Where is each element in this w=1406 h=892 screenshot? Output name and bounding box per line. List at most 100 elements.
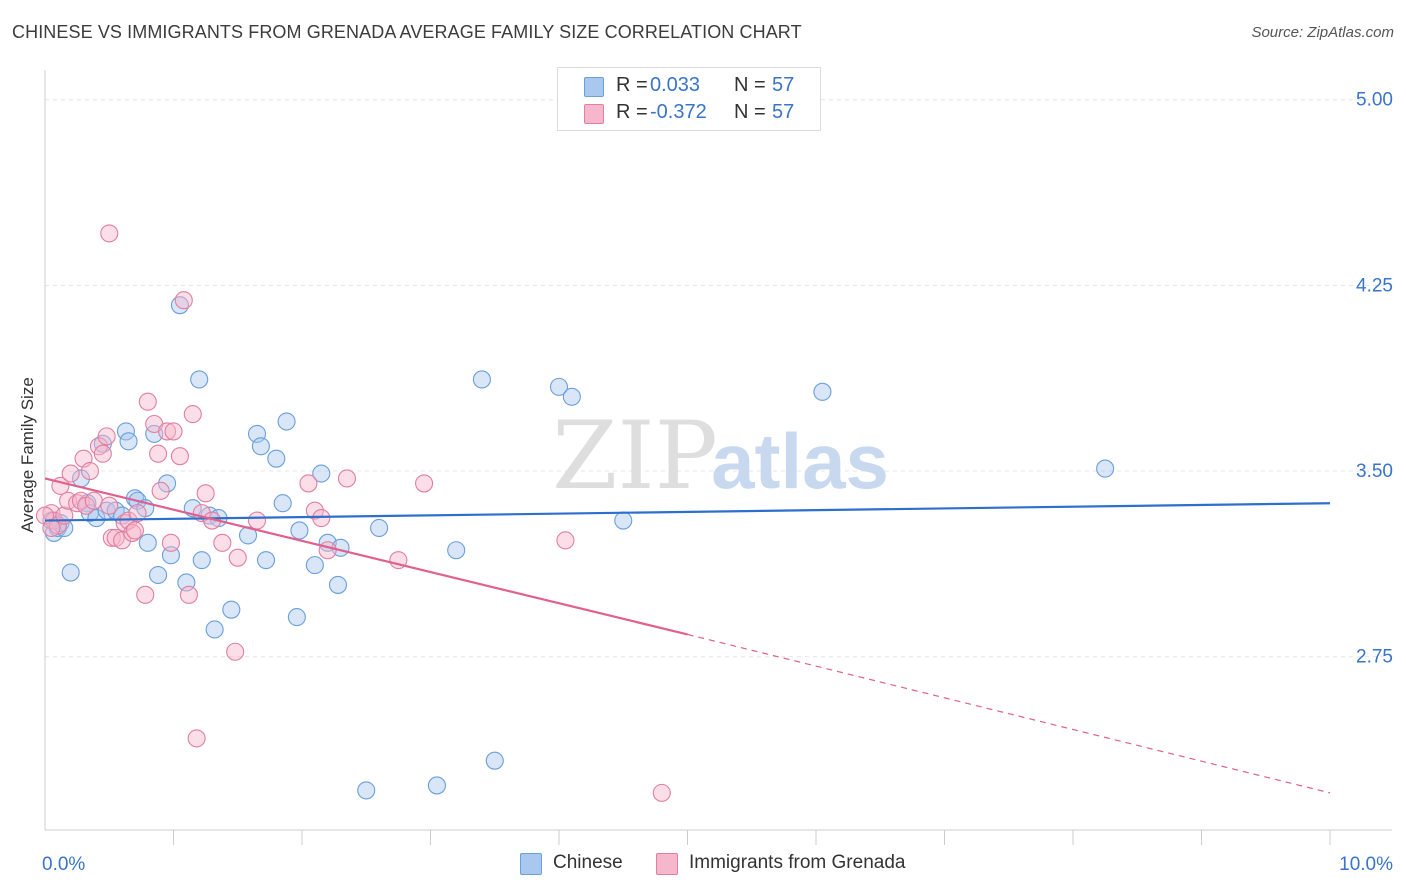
grenada-point [213, 533, 232, 552]
chinese-point [267, 449, 286, 468]
grenada-point [113, 531, 132, 550]
y-axis-label: Average Family Size [18, 377, 37, 533]
grenada-point [100, 224, 119, 243]
grenada-point [415, 474, 434, 493]
y-tick-label: 5.00 [1356, 90, 1393, 111]
chinese-point [287, 608, 306, 627]
chinese-point [485, 751, 504, 770]
gridlines [45, 99, 1392, 658]
chinese-point [357, 781, 376, 800]
legend-r-label: R = [616, 101, 648, 123]
grenada-point [299, 474, 318, 493]
grenada-trend-extension [687, 633, 1331, 794]
watermark-zip: ZIP [552, 402, 718, 511]
chinese-point [61, 563, 80, 582]
grenada-point [170, 447, 189, 466]
x-tick-label: 10.0% [1339, 854, 1393, 875]
legend-row-chinese: R = 0.033 N = 57 [558, 74, 820, 100]
watermark: ZIP atlas [552, 402, 889, 511]
legend-r-label: R = [616, 74, 648, 96]
chinese-point [312, 464, 331, 483]
chinese-point [222, 600, 241, 619]
chinese-point [256, 551, 276, 570]
legend-row-grenada: R = -0.372 N = 57 [558, 101, 820, 127]
chinese-point [119, 432, 138, 451]
grenada-point [125, 521, 144, 540]
grenada-point [80, 461, 100, 481]
series-chinese-points [42, 296, 1115, 800]
grenada-point [93, 444, 112, 463]
chinese-point [138, 533, 157, 552]
tick-labels: 5.00 4.25 3.50 2.75 0.0% 10.0% [42, 90, 1393, 875]
chinese-point [305, 556, 324, 575]
legend-n-value: 57 [772, 74, 795, 96]
legend-n-label: N = [734, 74, 766, 96]
legend-swatch-chinese [520, 853, 542, 875]
legend-swatch-grenada [656, 853, 678, 875]
y-tick-label: 3.50 [1356, 461, 1393, 482]
chinese-point [277, 412, 296, 431]
grenada-point [42, 518, 61, 538]
chinese-point [614, 511, 633, 530]
chinese-point [158, 474, 177, 493]
grenada-point [164, 422, 183, 441]
chart-title: CHINESE VS IMMIGRANTS FROM GRENADA AVERA… [12, 22, 802, 42]
chinese-point [161, 546, 180, 565]
grenada-point [161, 533, 180, 552]
chinese-point [273, 494, 292, 513]
watermark-atlas: atlas [711, 417, 889, 505]
legend-label-grenada: Immigrants from Grenada [689, 852, 906, 873]
y-tick-label: 2.75 [1356, 647, 1393, 668]
grenada-point [228, 548, 247, 567]
grenada-point [136, 585, 155, 604]
chinese-point [562, 387, 581, 406]
legend-n-label: N = [734, 101, 766, 123]
grenada-point [71, 491, 91, 510]
grenada-point [312, 509, 331, 528]
chinese-point [472, 370, 491, 389]
grenada-point [151, 481, 170, 500]
legend-n-value: 57 [772, 101, 795, 123]
grenada-point [84, 491, 103, 510]
chinese-point [192, 551, 211, 570]
legend-r-value: -0.372 [650, 101, 707, 123]
chinese-point [447, 541, 466, 560]
grenada-point [100, 496, 119, 515]
axes [44, 70, 1392, 845]
grenada-point [128, 504, 147, 523]
grenada-point [138, 392, 157, 411]
correlation-legend: R = 0.033 N = 57 R = -0.372 N = 57 [557, 67, 821, 131]
chinese-point [328, 575, 348, 594]
chinese-trend-line [44, 502, 1331, 522]
x-tick-label: 0.0% [42, 854, 85, 875]
grenada-point [226, 642, 245, 661]
chinese-point [427, 776, 446, 795]
chinese-point [549, 377, 569, 396]
grenada-point [97, 427, 116, 446]
grenada-point [247, 511, 267, 530]
legend-swatch-chinese [584, 77, 604, 97]
grenada-point [183, 405, 202, 424]
chinese-point [813, 382, 832, 401]
chinese-point [205, 620, 224, 639]
chinese-point [1096, 459, 1115, 478]
chinese-point [370, 518, 389, 538]
grenada-point [652, 783, 671, 802]
grenada-point [61, 464, 80, 483]
grenada-point [305, 501, 324, 520]
source-attribution: Source: ZipAtlas.com [1251, 24, 1394, 41]
trend-lines [44, 477, 1331, 794]
y-tick-label: 4.25 [1356, 275, 1393, 296]
grenada-point [318, 541, 337, 560]
legend-label-chinese: Chinese [553, 852, 623, 873]
grenada-point [179, 585, 198, 604]
chinese-point [190, 370, 209, 389]
chinese-point [290, 521, 309, 540]
grenada-point [187, 729, 206, 748]
grenada-trend-line [44, 477, 688, 636]
grenada-point [337, 469, 357, 488]
grenada-point [556, 531, 575, 550]
chinese-point [149, 565, 168, 585]
grenada-point [196, 484, 215, 503]
grenada-point [123, 523, 142, 542]
